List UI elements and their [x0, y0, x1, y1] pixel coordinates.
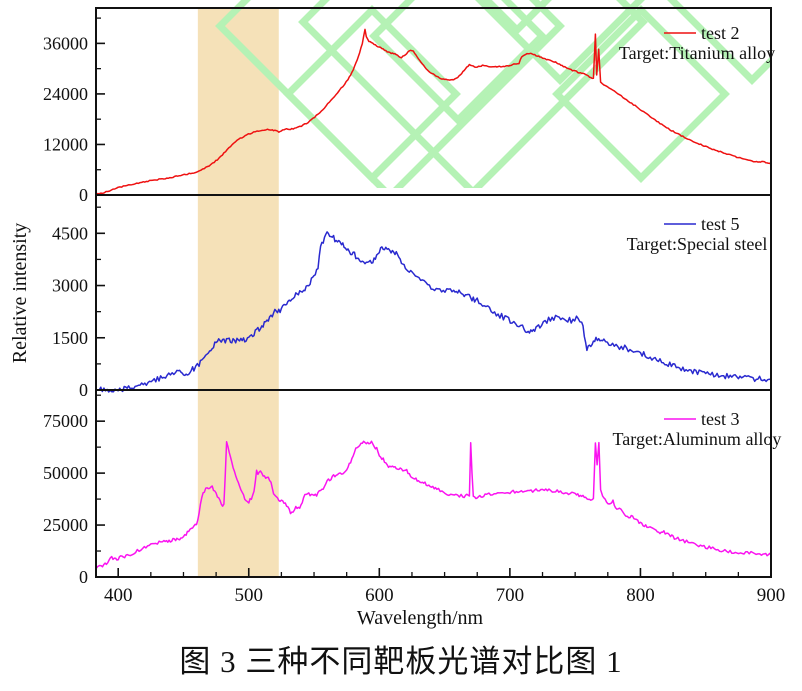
x-tick-label: 600	[365, 585, 394, 606]
y-tick-label: 36000	[43, 33, 88, 53]
y-tick-label: 0	[79, 185, 88, 205]
axis-ticks	[96, 17, 772, 578]
y-tick-label: 50000	[43, 463, 88, 483]
legend-target-titanium: Target:Titanium alloy	[619, 43, 775, 63]
legend-label-test3: test 3	[701, 409, 740, 429]
y-tick-label: 75000	[43, 411, 88, 431]
y-tick-label: 25000	[43, 515, 88, 535]
legend-label-test5: test 5	[701, 214, 740, 234]
x-tick-label: 800	[626, 585, 655, 606]
watermark-diamond	[667, 0, 771, 85]
axis-tick-labels: 0 12000 24000 36000 0 1500 3000 4500 0 25000 50000…	[43, 33, 785, 606]
y-tick-label: 3000	[52, 276, 88, 296]
y-tick-label: 0	[79, 380, 88, 400]
curves-layer	[95, 28, 772, 570]
highlight-band	[197, 8, 279, 577]
x-tick-label: 900	[757, 585, 786, 606]
y-tick-label: 12000	[43, 134, 88, 154]
figure-caption: 图 3 三种不同靶板光谱对比图 1	[179, 644, 623, 679]
y-tick-label: 0	[79, 567, 88, 587]
watermark-diamond	[552, 5, 730, 183]
panel-frame	[95, 389, 772, 578]
panel-frames	[95, 7, 772, 578]
series-test-2	[95, 28, 772, 195]
y-tick-label: 24000	[43, 84, 88, 104]
y-axis-title: Relative intensity	[9, 223, 31, 364]
series-test-3	[95, 440, 772, 570]
legend-target-steel: Target:Special steel	[627, 234, 768, 254]
legend-label-test2: test 2	[701, 23, 740, 43]
legend-panel-2: test 5 Target:Special steel	[627, 214, 768, 254]
series-test-5	[95, 231, 772, 393]
legend-panel-1: test 2 Target:Titanium alloy	[619, 23, 775, 63]
watermark-diamond	[482, 0, 552, 35]
x-tick-label: 500	[235, 585, 264, 606]
spectra-chart: 0 12000 24000 36000 0 1500 3000 4500 0 25000 50000…	[9, 0, 785, 629]
watermark-diamond	[475, 0, 645, 85]
y-tick-label: 4500	[52, 223, 88, 243]
y-tick-label: 1500	[52, 328, 88, 348]
x-tick-label: 700	[496, 585, 525, 606]
legend-target-aluminum: Target:Aluminum alloy	[613, 429, 782, 449]
legend-panel-3: test 3 Target:Aluminum alloy	[613, 409, 782, 449]
x-tick-label: 400	[104, 585, 133, 606]
x-axis-title: Wavelength/nm	[357, 607, 484, 629]
watermark-diamond	[369, 0, 547, 125]
